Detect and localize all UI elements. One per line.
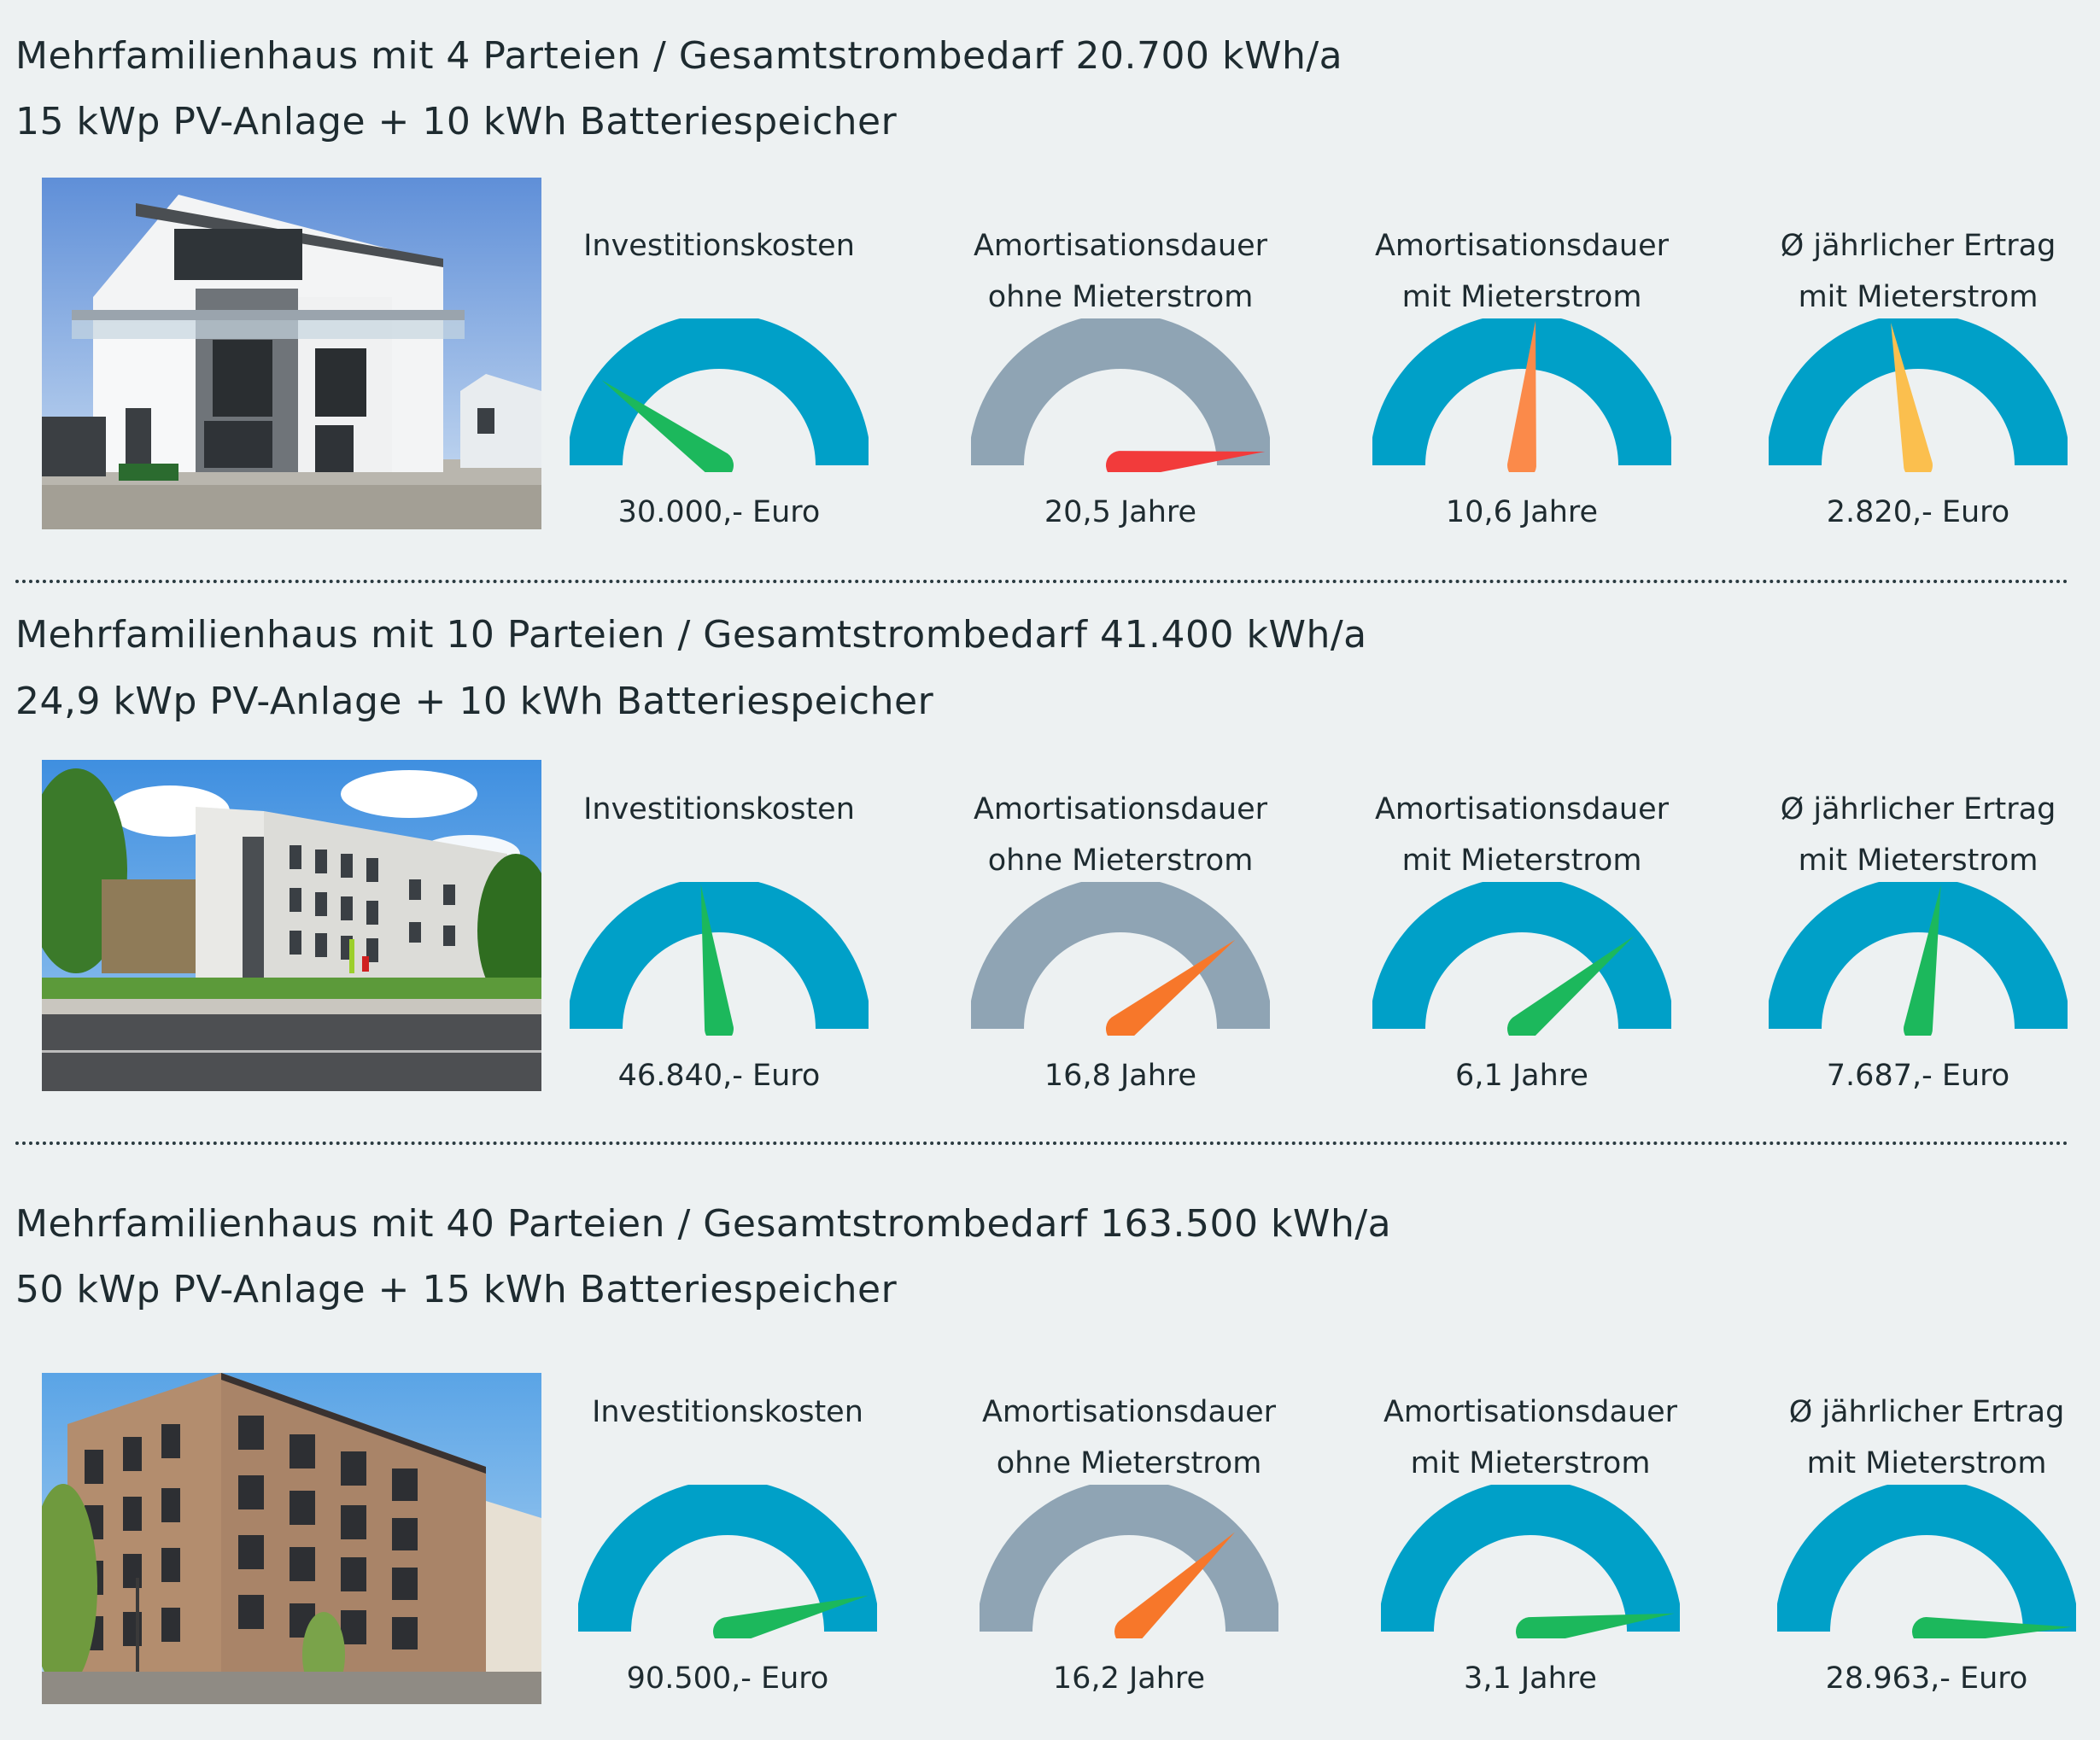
gauge-dial [1372,318,1671,472]
gauge-label-2: ohne Mieterstrom [996,1446,1262,1480]
gauge-value: 16,8 Jahre [1044,1059,1197,1093]
gauge-label: Ø jährlicher Ertrag [1788,1395,2065,1429]
gauge-arc [1372,318,1671,465]
gauge-dial [1372,882,1671,1036]
gauge-needle [1912,1617,2072,1638]
gauge-needle [700,885,734,1036]
section-subtitle: 15 kWp PV-Anlage + 10 kWh Batteriespeich… [15,100,898,143]
gauge-value: 30.000,- Euro [617,495,821,529]
gauge-value: 16,2 Jahre [1052,1661,1206,1696]
gauge-label-2: mit Mieterstrom [1410,1446,1651,1480]
gauge-value: 90.500,- Euro [626,1661,829,1696]
gauge-label-2: mit Mieterstrom [1401,844,1642,878]
apartment-block-photo [42,760,541,1091]
gauge-dial [971,882,1270,1036]
gauge-arc [570,318,869,465]
gauge-arc [1769,318,2068,465]
gauge-label-2: mit Mieterstrom [1798,280,2039,314]
gauge-value: 10,6 Jahre [1445,495,1599,529]
gauge-needle [713,1595,869,1638]
gauge-label-2: mit Mieterstrom [1806,1446,2047,1480]
gauge-arc [1372,882,1671,1029]
gauge-dial [570,882,869,1036]
gauge-dial [1381,1485,1680,1638]
gauge-label: Investitionskosten [583,792,855,826]
gauge-value: 28.963,- Euro [1825,1661,2028,1696]
gauge-value: 7.687,- Euro [1826,1059,2010,1093]
gauge-arc [570,882,869,1029]
gauge-value: 3,1 Jahre [1464,1661,1597,1696]
gauge-label: Amortisationsdauer [973,792,1268,826]
townhouse-photo [42,178,541,529]
gauge-label-2: mit Mieterstrom [1401,280,1642,314]
gauge-label: Investitionskosten [592,1395,863,1429]
gauge-dial [1777,1485,2076,1638]
gauge-label: Amortisationsdauer [1374,229,1670,263]
gauge-needle [1507,936,1634,1036]
gauge-needle [1507,320,1536,472]
gauge-needle [1106,939,1236,1036]
gauge-dial [578,1485,877,1638]
gauge-value: 2.820,- Euro [1826,495,2010,529]
gauge-value: 6,1 Jahre [1455,1059,1588,1093]
gauge-value: 46.840,- Euro [617,1059,821,1093]
gauge-arc [971,882,1270,1029]
gauge-needle [601,380,734,472]
section-title: Mehrfamilienhaus mit 40 Parteien / Gesam… [15,1202,1392,1246]
gauge-arc [1777,1485,2076,1632]
gauge-dial [570,318,869,472]
section-divider [15,1142,2069,1145]
section-divider [15,580,2069,583]
gauge-needle [1904,885,1941,1036]
gauge-arc [971,318,1270,465]
gauge-label-2: ohne Mieterstrom [987,844,1254,878]
gauge-needle [1106,451,1266,472]
gauge-label: Amortisationsdauer [1383,1395,1678,1429]
gauge-arc [578,1485,877,1632]
gauge-needle [1891,323,1933,472]
gauge-label-2: mit Mieterstrom [1798,844,2039,878]
large-residential-building-photo [42,1373,541,1704]
gauge-label: Amortisationsdauer [1374,792,1670,826]
gauge-value: 20,5 Jahre [1044,495,1197,529]
gauge-arc [1381,1485,1680,1632]
section-subtitle: 24,9 kWp PV-Anlage + 10 kWh Batteriespei… [15,680,934,723]
gauge-label: Amortisationsdauer [981,1395,1277,1429]
gauge-label: Investitionskosten [583,229,855,263]
gauge-label: Ø jährlicher Ertrag [1780,792,2056,826]
gauge-label: Amortisationsdauer [973,229,1268,263]
gauge-label-2: ohne Mieterstrom [987,280,1254,314]
gauge-arc [1769,882,2068,1029]
gauge-dial [980,1485,1278,1638]
gauge-needle [1114,1532,1235,1638]
section-subtitle: 50 kWp PV-Anlage + 15 kWh Batteriespeich… [15,1268,898,1311]
gauge-dial [1769,882,2068,1036]
gauge-needle [1516,1613,1675,1638]
section-title: Mehrfamilienhaus mit 10 Parteien / Gesam… [15,613,1367,657]
gauge-label: Ø jährlicher Ertrag [1780,229,2056,263]
gauge-dial [971,318,1270,472]
gauge-arc [980,1485,1278,1632]
gauge-dial [1769,318,2068,472]
section-title: Mehrfamilienhaus mit 4 Parteien / Gesamt… [15,34,1343,78]
